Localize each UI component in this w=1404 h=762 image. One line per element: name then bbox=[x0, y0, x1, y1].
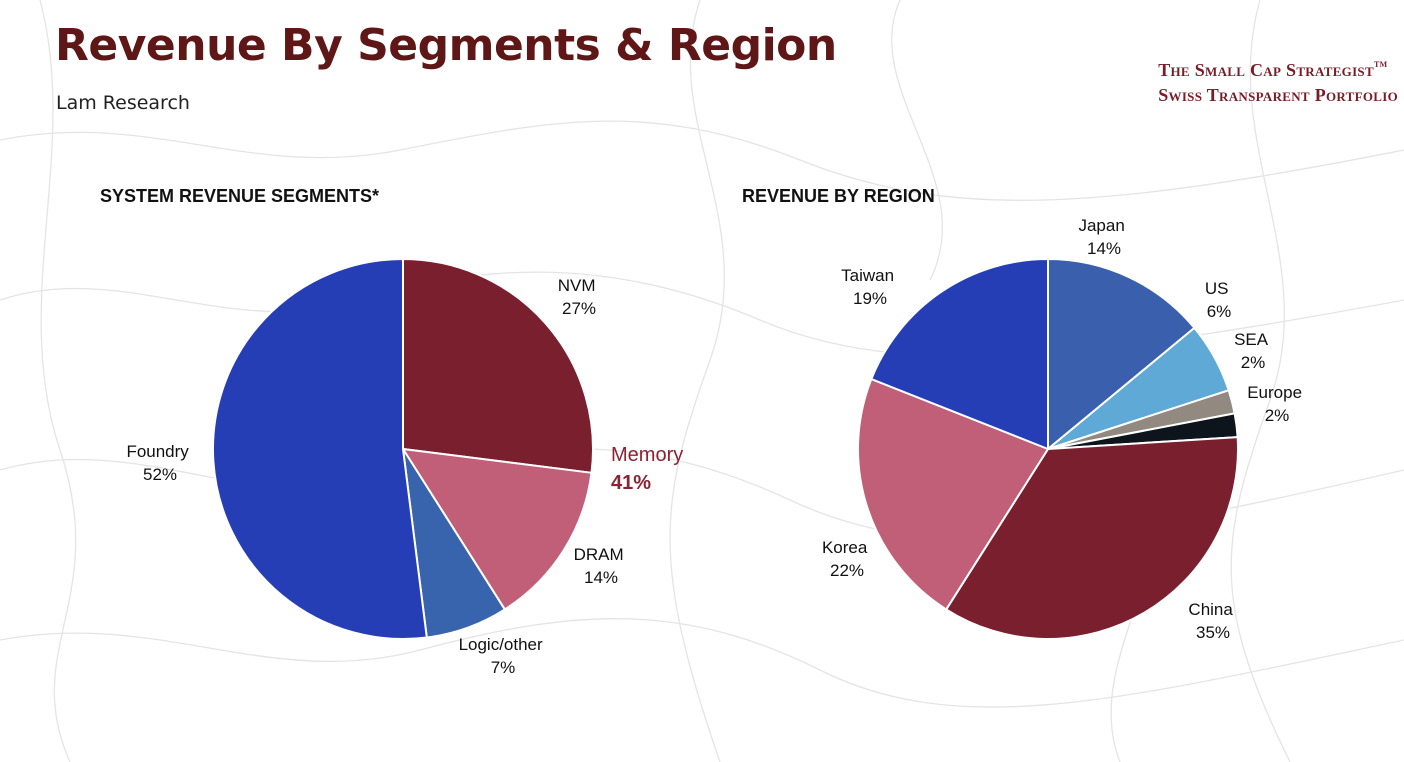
region-name-us: US bbox=[1205, 279, 1229, 298]
segment-label-dram: DRAM 14% bbox=[574, 545, 629, 587]
region-chart-title: REVENUE BY REGION bbox=[742, 186, 935, 206]
region-value-japan: 14% bbox=[1087, 239, 1121, 258]
segment-value-nvm: 27% bbox=[562, 299, 596, 318]
segment-name-nvm: NVM bbox=[558, 276, 596, 295]
segment-label-nvm: NVM 27% bbox=[558, 276, 601, 318]
memory-annotation-value: 41% bbox=[611, 472, 651, 494]
segment-value-foundry: 52% bbox=[143, 465, 177, 484]
region-label-us: US 6% bbox=[1205, 279, 1233, 321]
region-label-china: China 35% bbox=[1188, 600, 1237, 642]
region-slice-japan bbox=[1047, 258, 1196, 450]
region-slice-korea bbox=[857, 378, 1049, 611]
region-name-china: China bbox=[1188, 600, 1233, 619]
brand-name: The Small Cap Strategist bbox=[1158, 60, 1374, 80]
region-label-taiwan: Taiwan 19% bbox=[841, 266, 899, 308]
region-slice-china bbox=[945, 436, 1240, 640]
segment-name-foundry: Foundry bbox=[126, 442, 189, 461]
region-name-korea: Korea bbox=[822, 538, 868, 557]
region-slice-taiwan bbox=[870, 258, 1049, 450]
memory-annotation-label: Memory bbox=[611, 444, 683, 466]
segment-slice-foundry bbox=[212, 258, 428, 640]
segment-slice-nvm bbox=[402, 258, 594, 474]
region-name-sea: SEA bbox=[1234, 330, 1269, 349]
memory-annotation: Memory 41% bbox=[611, 444, 688, 494]
company-subtitle: Lam Research bbox=[56, 92, 190, 114]
region-value-us: 6% bbox=[1207, 302, 1232, 321]
region-value-europe: 2% bbox=[1265, 406, 1290, 425]
region-value-sea: 2% bbox=[1241, 353, 1266, 372]
segment-label-foundry: Foundry 52% bbox=[126, 442, 193, 484]
region-value-korea: 22% bbox=[830, 561, 864, 580]
segment-slice-dram bbox=[402, 448, 593, 611]
region-name-japan: Japan bbox=[1078, 216, 1124, 235]
segments-chart-title: SYSTEM REVENUE SEGMENTS* bbox=[100, 186, 380, 206]
segment-value-dram: 14% bbox=[584, 568, 618, 587]
segment-label-logic: Logic/other 7% bbox=[459, 635, 548, 677]
brand-line-2: Swiss Transparent Portfolio bbox=[1158, 85, 1398, 105]
region-value-taiwan: 19% bbox=[853, 289, 887, 308]
region-value-china: 35% bbox=[1196, 623, 1230, 642]
region-label-korea: Korea 22% bbox=[822, 538, 872, 580]
segment-name-dram: DRAM bbox=[574, 545, 624, 564]
region-label-sea: SEA 2% bbox=[1234, 330, 1272, 372]
region-label-europe: Europe 2% bbox=[1247, 383, 1307, 425]
region-name-taiwan: Taiwan bbox=[841, 266, 894, 285]
brand-trademark: TM bbox=[1373, 60, 1388, 69]
brand-line-1: The Small Cap StrategistTM bbox=[1158, 52, 1398, 83]
brand-logo: The Small Cap StrategistTM Swiss Transpa… bbox=[1158, 52, 1398, 108]
segment-value-logic: 7% bbox=[491, 658, 516, 677]
segment-name-logic: Logic/other bbox=[459, 635, 543, 654]
page-title: Revenue By Segments & Region bbox=[55, 20, 837, 71]
region-label-japan: Japan 14% bbox=[1078, 216, 1129, 258]
region-name-europe: Europe bbox=[1247, 383, 1302, 402]
